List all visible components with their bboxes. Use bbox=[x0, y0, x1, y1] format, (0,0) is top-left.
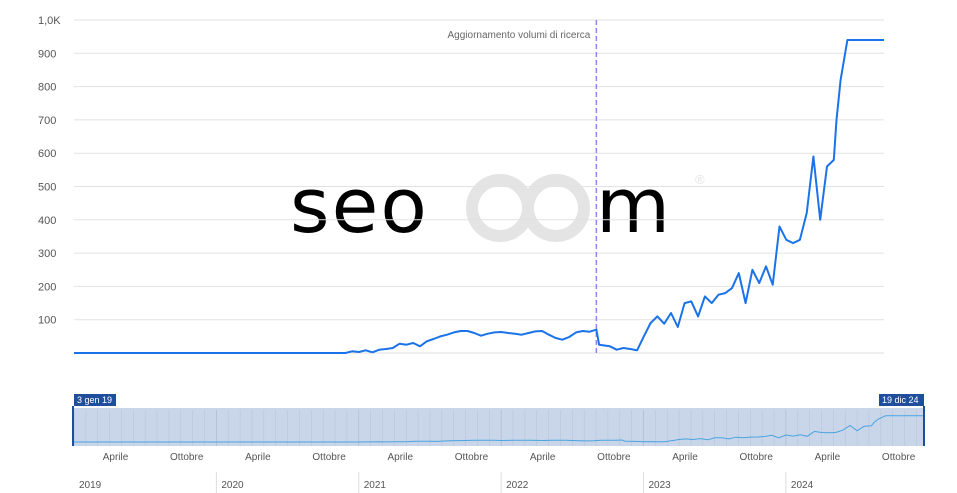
navigator-month-ticks: Aprile Ottobre Aprile Ottobre Aprile Ottobre A… bbox=[103, 452, 916, 463]
y-tick-label: 300 bbox=[38, 248, 56, 260]
y-tick-label: 1,0K bbox=[38, 15, 61, 27]
navigator-left-handle[interactable] bbox=[72, 406, 74, 446]
navigator-month-label: Aprile bbox=[103, 452, 129, 463]
start-date-label: 3 gen 19 bbox=[77, 395, 112, 405]
navigator-year-label: 2020 bbox=[221, 480, 244, 491]
y-tick-label: 800 bbox=[38, 82, 56, 94]
watermark-registered: ® bbox=[695, 172, 705, 187]
navigator-year-ticks: 2019 2020 2021 2022 2023 2024 bbox=[79, 472, 814, 493]
navigator-month-label: Aprile bbox=[672, 452, 698, 463]
watermark-logo-icon bbox=[466, 174, 590, 242]
end-date-label: 19 dic 24 bbox=[882, 395, 919, 405]
y-axis-ticks: 100 200 300 400 500 600 700 800 900 1,0K bbox=[38, 15, 61, 327]
watermark-text-left: seo bbox=[290, 161, 429, 250]
navigator-grid bbox=[73, 410, 917, 446]
navigator-month-label: Aprile bbox=[245, 452, 271, 463]
watermark-text-right: m bbox=[596, 161, 672, 250]
navigator-month-label: Aprile bbox=[815, 452, 841, 463]
navigator-month-label: Aprile bbox=[530, 452, 556, 463]
y-tick-label: 500 bbox=[38, 182, 56, 194]
navigator-year-label: 2019 bbox=[79, 480, 102, 491]
navigator[interactable]: 3 gen 19 19 dic 24 Aprile Ottobre Aprile Ot… bbox=[72, 394, 925, 493]
seozoom-watermark: seo m ® bbox=[290, 161, 705, 250]
navigator-month-label: Ottobre bbox=[455, 452, 489, 463]
navigator-month-label: Ottobre bbox=[882, 452, 916, 463]
navigator-selection[interactable] bbox=[73, 408, 925, 446]
navigator-year-label: 2021 bbox=[364, 480, 387, 491]
navigator-month-label: Ottobre bbox=[597, 452, 631, 463]
navigator-year-label: 2024 bbox=[791, 480, 814, 491]
navigator-month-label: Aprile bbox=[387, 452, 413, 463]
y-gridlines bbox=[74, 19, 884, 321]
navigator-month-label: Ottobre bbox=[312, 452, 346, 463]
navigator-series-line bbox=[74, 415, 924, 443]
navigator-year-label: 2023 bbox=[649, 480, 672, 491]
y-tick-label: 600 bbox=[38, 148, 56, 160]
series-line bbox=[74, 39, 884, 354]
annotation: Aggiornamento volumi di ricerca bbox=[448, 20, 598, 355]
y-tick-label: 700 bbox=[38, 115, 56, 127]
annotation-label: Aggiornamento volumi di ricerca bbox=[448, 30, 591, 41]
y-tick-label: 900 bbox=[38, 48, 56, 60]
start-date-badge bbox=[74, 394, 116, 406]
navigator-right-handle[interactable] bbox=[923, 406, 925, 446]
end-date-badge bbox=[879, 394, 924, 406]
y-tick-label: 400 bbox=[38, 215, 56, 227]
y-tick-label: 100 bbox=[38, 315, 56, 327]
navigator-month-label: Ottobre bbox=[740, 452, 774, 463]
navigator-month-label: Ottobre bbox=[170, 452, 204, 463]
navigator-year-label: 2022 bbox=[506, 480, 529, 491]
y-tick-label: 200 bbox=[38, 281, 56, 293]
